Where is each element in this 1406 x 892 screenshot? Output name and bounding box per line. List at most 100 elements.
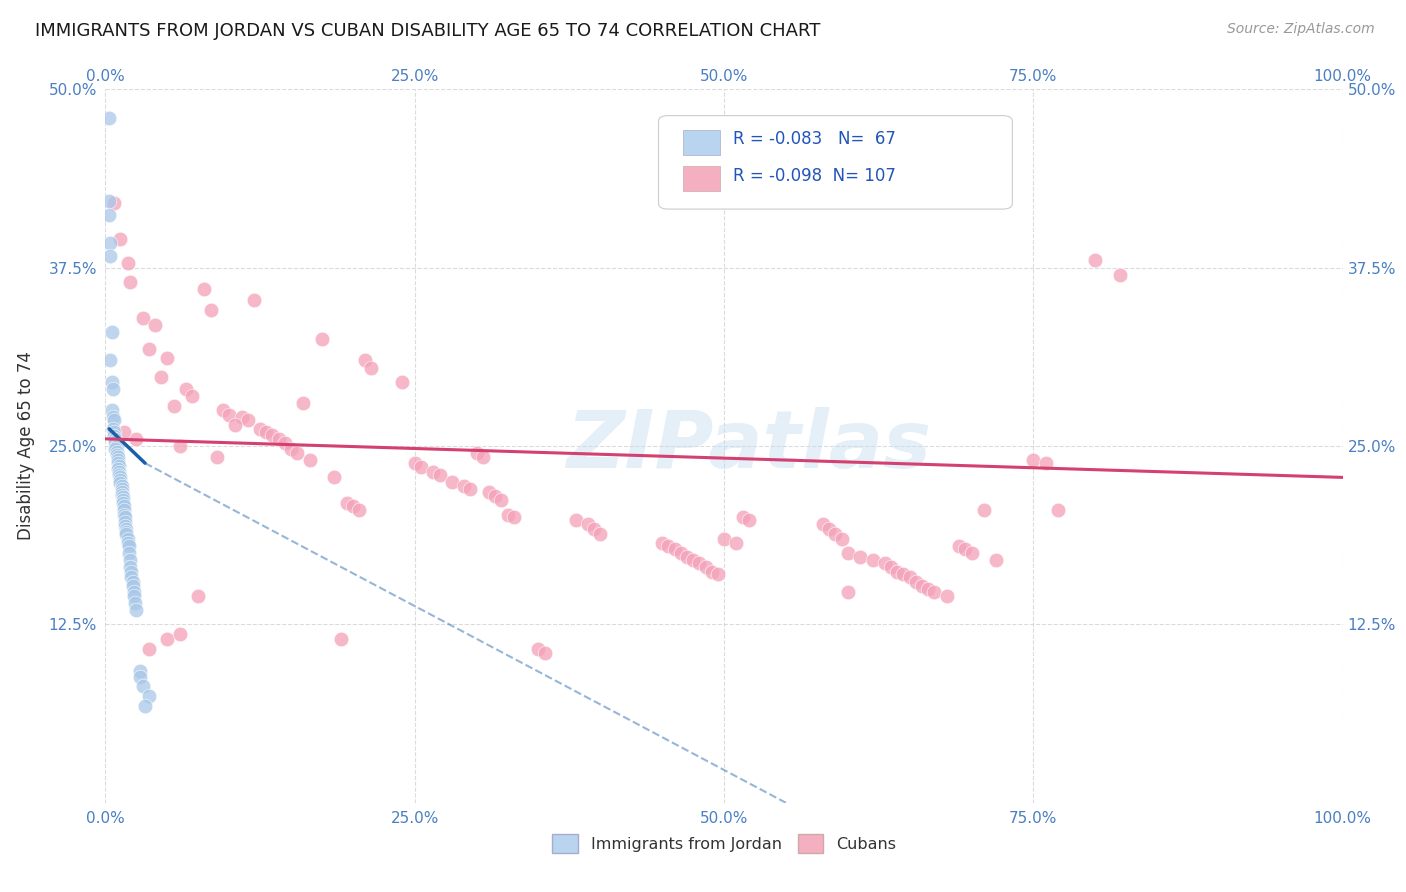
Point bbox=[564, 513, 586, 527]
Point bbox=[811, 517, 834, 532]
Point bbox=[360, 360, 382, 375]
Point bbox=[955, 541, 977, 556]
Point bbox=[122, 584, 145, 599]
Point bbox=[108, 467, 131, 482]
Point bbox=[986, 553, 1008, 567]
Point bbox=[98, 194, 121, 208]
Point bbox=[224, 417, 246, 432]
Point bbox=[651, 536, 673, 550]
Point bbox=[329, 632, 352, 646]
Point bbox=[440, 475, 463, 489]
Point bbox=[700, 565, 723, 579]
Point bbox=[114, 515, 136, 529]
Point bbox=[103, 429, 125, 443]
Point bbox=[110, 487, 132, 501]
Point bbox=[471, 450, 494, 465]
Text: Source: ZipAtlas.com: Source: ZipAtlas.com bbox=[1227, 22, 1375, 37]
Point bbox=[924, 584, 946, 599]
Point bbox=[904, 574, 927, 589]
Point bbox=[695, 560, 717, 574]
Point bbox=[111, 493, 134, 508]
Text: IMMIGRANTS FROM JORDAN VS CUBAN DISABILITY AGE 65 TO 74 CORRELATION CHART: IMMIGRANTS FROM JORDAN VS CUBAN DISABILI… bbox=[35, 22, 821, 40]
Point bbox=[112, 425, 135, 439]
Point bbox=[118, 539, 141, 553]
Point bbox=[311, 332, 333, 346]
Point bbox=[150, 370, 173, 384]
Point bbox=[181, 389, 204, 403]
Point bbox=[422, 465, 444, 479]
Point bbox=[156, 632, 179, 646]
Point bbox=[688, 556, 710, 570]
FancyBboxPatch shape bbox=[658, 116, 1012, 209]
Point bbox=[101, 382, 124, 396]
Point bbox=[118, 546, 141, 560]
Point bbox=[1084, 253, 1107, 268]
Point bbox=[323, 470, 346, 484]
Point bbox=[115, 522, 138, 536]
Text: R = -0.098  N= 107: R = -0.098 N= 107 bbox=[733, 168, 896, 186]
Point bbox=[120, 553, 142, 567]
Point bbox=[121, 574, 143, 589]
Point bbox=[110, 482, 132, 496]
Point bbox=[731, 510, 754, 524]
Point bbox=[107, 453, 129, 467]
Point bbox=[274, 436, 297, 450]
Point bbox=[174, 382, 197, 396]
Point bbox=[911, 579, 934, 593]
Point bbox=[249, 422, 271, 436]
Point bbox=[886, 565, 908, 579]
Point bbox=[657, 539, 679, 553]
Point bbox=[960, 546, 983, 560]
Point bbox=[453, 479, 475, 493]
Point bbox=[285, 446, 308, 460]
Point bbox=[114, 519, 136, 533]
Point bbox=[707, 567, 730, 582]
Point bbox=[1035, 456, 1057, 470]
Point bbox=[496, 508, 519, 522]
Point bbox=[465, 446, 488, 460]
Point bbox=[104, 442, 127, 456]
Point bbox=[212, 403, 235, 417]
Point bbox=[354, 353, 377, 368]
Point bbox=[682, 553, 704, 567]
Point bbox=[898, 570, 921, 584]
Point bbox=[583, 522, 606, 536]
Point bbox=[725, 536, 748, 550]
Point bbox=[491, 493, 513, 508]
FancyBboxPatch shape bbox=[683, 166, 720, 191]
Point bbox=[162, 399, 184, 413]
Point bbox=[824, 527, 846, 541]
Point bbox=[880, 560, 903, 574]
Point bbox=[262, 427, 284, 442]
Point bbox=[664, 541, 686, 556]
Point bbox=[120, 275, 142, 289]
Point bbox=[669, 546, 692, 560]
Point bbox=[100, 353, 122, 368]
Point bbox=[1022, 453, 1045, 467]
Text: R = -0.083   N=  67: R = -0.083 N= 67 bbox=[733, 130, 896, 148]
Point bbox=[187, 589, 209, 603]
Point bbox=[129, 665, 152, 679]
Point bbox=[527, 641, 550, 656]
Point bbox=[110, 479, 132, 493]
Point bbox=[100, 325, 122, 339]
Point bbox=[948, 539, 970, 553]
Point bbox=[973, 503, 995, 517]
Point bbox=[391, 375, 413, 389]
Point bbox=[107, 450, 129, 465]
Point bbox=[893, 567, 915, 582]
Point bbox=[100, 403, 122, 417]
Point bbox=[125, 432, 148, 446]
Point bbox=[104, 434, 127, 449]
Y-axis label: Disability Age 65 to 74: Disability Age 65 to 74 bbox=[17, 351, 35, 541]
Point bbox=[110, 473, 132, 487]
Point bbox=[404, 456, 426, 470]
Point bbox=[115, 524, 138, 539]
Point bbox=[108, 458, 131, 473]
Point bbox=[713, 532, 735, 546]
Point bbox=[117, 256, 139, 270]
Point bbox=[484, 489, 506, 503]
Point bbox=[107, 462, 129, 476]
Point bbox=[120, 565, 142, 579]
Point bbox=[122, 589, 145, 603]
